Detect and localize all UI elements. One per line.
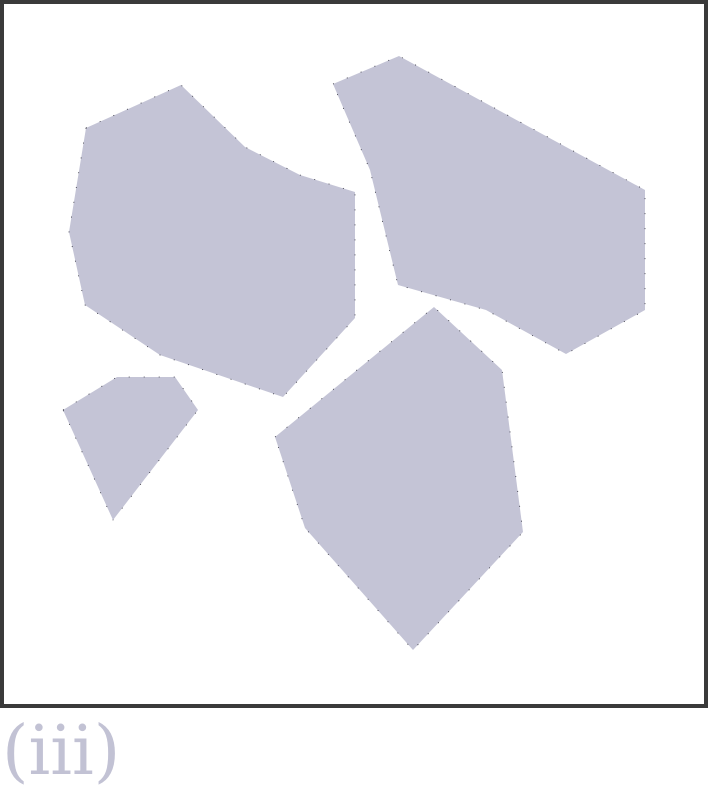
diagram-canvas	[62, 55, 646, 651]
polygon-bottom-center	[274, 306, 524, 651]
panel-label: (iii)	[2, 712, 121, 791]
polygon-small-left	[62, 376, 199, 521]
polygon-top-right	[332, 55, 646, 355]
shapes-group	[62, 55, 646, 651]
diagram-panel	[0, 0, 708, 708]
polygon-top-left	[68, 84, 356, 398]
